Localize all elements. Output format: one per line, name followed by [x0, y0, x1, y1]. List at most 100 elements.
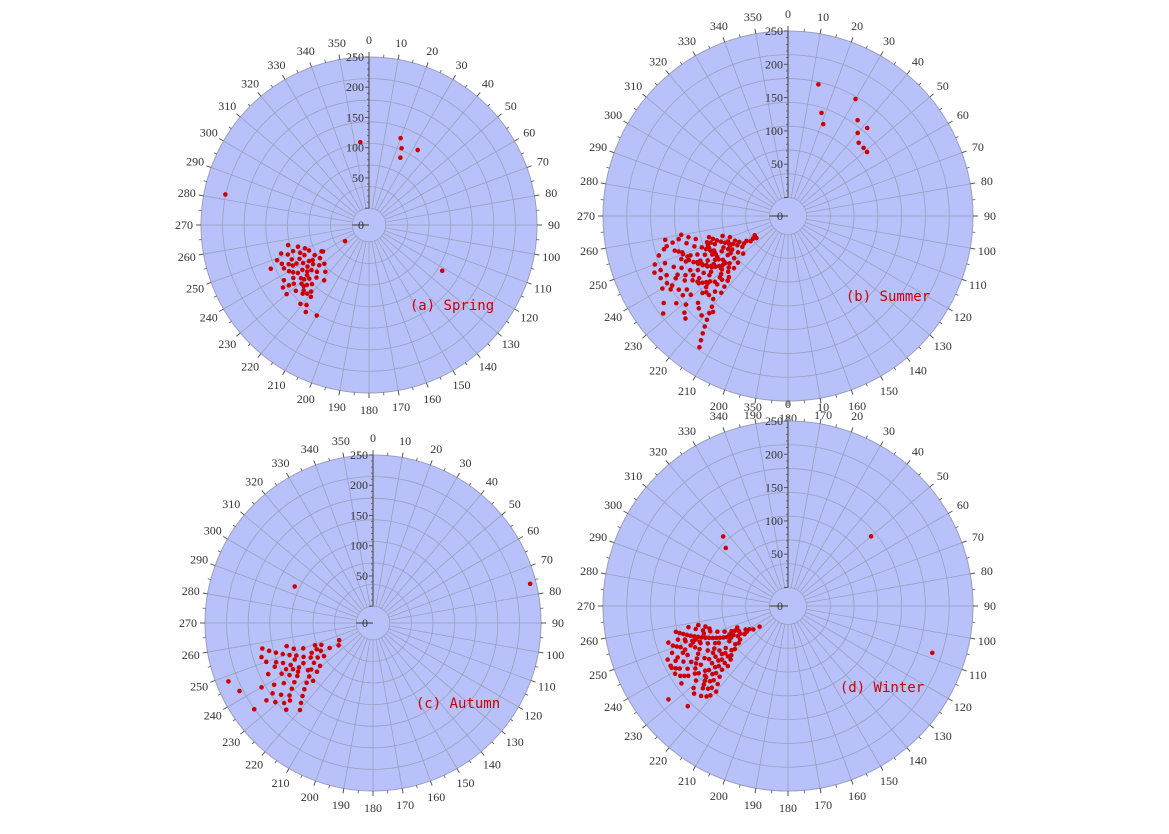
angle-minor-tick — [469, 760, 472, 764]
data-point — [398, 135, 403, 141]
data-point — [719, 248, 724, 254]
data-point — [695, 252, 700, 257]
angle-minor-tick — [679, 757, 683, 761]
angle-tick — [534, 253, 540, 256]
angle-tick — [947, 698, 953, 702]
data-point — [739, 244, 745, 250]
data-point — [740, 251, 746, 256]
angle-tick — [970, 247, 976, 250]
grid-spoke — [288, 477, 365, 609]
radial-tick-label: 150 — [346, 110, 364, 124]
data-point — [661, 300, 667, 306]
angle-tick-label: 250 — [186, 281, 204, 295]
angle-tick — [754, 28, 757, 34]
angle-tick — [906, 460, 911, 465]
data-point — [281, 266, 287, 271]
angle-tick — [819, 418, 822, 424]
data-point — [705, 264, 710, 269]
angle-tick-label: 120 — [524, 709, 542, 723]
grid-spoke — [695, 445, 780, 591]
angle-minor-tick — [506, 126, 510, 129]
angle-tick-label: 270 — [577, 209, 595, 223]
data-point — [290, 248, 296, 254]
data-point — [686, 257, 692, 263]
panel-title: (b) Summer — [846, 289, 930, 305]
angle-tick-label: 20 — [851, 19, 863, 33]
angle-minor-tick — [469, 482, 472, 486]
data-point — [698, 337, 704, 343]
angle-tick — [429, 780, 433, 786]
grid-spoke — [790, 33, 821, 198]
angle-tick — [530, 563, 536, 567]
data-point — [679, 681, 684, 686]
angle-tick-label: 180 — [779, 801, 797, 815]
angle-minor-tick — [217, 693, 221, 696]
grid-spoke — [379, 96, 478, 213]
angle-tick-label: 340 — [710, 409, 728, 423]
data-point — [306, 248, 312, 253]
angle-tick-label: 120 — [954, 310, 972, 324]
angle-tick — [456, 768, 460, 774]
data-point — [679, 265, 684, 271]
data-point — [315, 655, 321, 660]
data-point — [703, 289, 709, 295]
data-point — [701, 631, 707, 636]
grid-spoke — [793, 432, 852, 589]
angle-tick — [286, 768, 290, 774]
grid-spoke — [381, 116, 498, 215]
angle-tick-label: 140 — [909, 364, 927, 378]
grid-spoke — [385, 514, 502, 613]
angle-tick-label: 290 — [190, 553, 208, 567]
angle-tick-label: 260 — [580, 244, 598, 258]
angle-tick — [222, 536, 228, 540]
grid-spoke — [244, 633, 361, 732]
angle-tick — [961, 150, 967, 154]
angle-tick — [819, 788, 822, 794]
radial-tick-label: 0 — [362, 616, 368, 630]
radial-tick-label: 50 — [771, 157, 783, 171]
data-point — [727, 260, 732, 266]
data-point — [710, 650, 716, 656]
data-point — [305, 667, 311, 673]
angle-minor-tick — [296, 377, 299, 381]
angle-minor-tick — [955, 683, 959, 686]
angle-tick — [642, 334, 647, 339]
angle-minor-tick — [617, 293, 621, 296]
angle-tick — [497, 113, 502, 118]
angle-tick-label: 80 — [545, 186, 557, 200]
data-point — [279, 261, 285, 267]
angle-minor-tick — [412, 59, 414, 63]
angle-minor-tick — [738, 784, 741, 788]
angle-tick-label: 200 — [710, 399, 728, 413]
data-point — [304, 302, 309, 308]
angle-tick — [338, 390, 341, 396]
angle-tick-label: 40 — [482, 76, 494, 90]
data-point — [300, 260, 306, 266]
angle-tick-label: 340 — [297, 44, 315, 58]
data-point — [681, 659, 686, 664]
data-point — [286, 283, 292, 288]
angle-minor-tick — [251, 501, 255, 505]
angle-tick — [261, 751, 266, 756]
data-point — [703, 624, 708, 629]
data-point — [706, 310, 712, 316]
angle-tick-label: 200 — [301, 790, 319, 804]
radial-tick-label: 200 — [765, 57, 783, 71]
angle-minor-tick — [531, 180, 535, 182]
data-point — [311, 660, 317, 666]
angle-tick-label: 350 — [332, 434, 350, 448]
grid-spoke — [383, 140, 515, 217]
angle-minor-tick — [865, 773, 868, 777]
data-point — [685, 254, 690, 259]
angle-minor-tick — [966, 166, 970, 169]
data-point — [705, 641, 711, 646]
angle-tick — [623, 308, 629, 312]
data-point — [314, 269, 320, 275]
grid-spoke — [384, 167, 528, 220]
angle-minor-tick — [865, 383, 868, 387]
grid-spoke — [614, 152, 771, 211]
angle-tick — [198, 253, 204, 256]
data-point — [853, 96, 858, 102]
data-point — [697, 639, 703, 644]
grid-spoke — [799, 464, 908, 593]
